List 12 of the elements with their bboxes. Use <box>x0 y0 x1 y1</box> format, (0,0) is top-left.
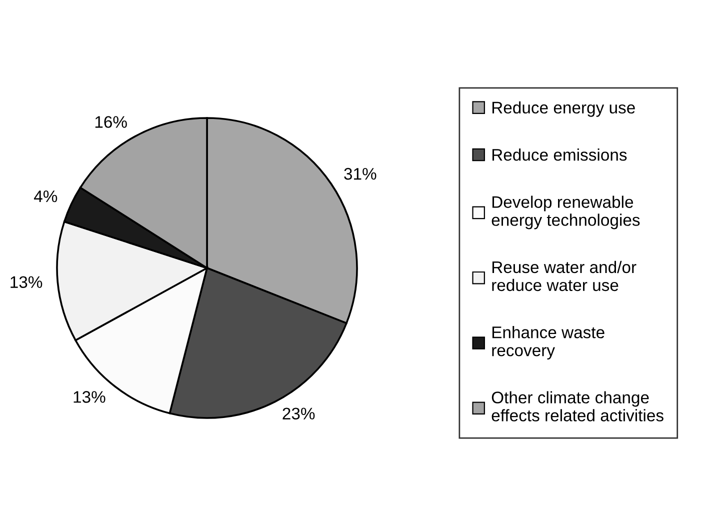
legend-label: Reduce energy use <box>492 101 635 117</box>
legend-label: Other climate change effects related activities <box>492 391 664 422</box>
legend-label: Develop renewable energy technologies <box>492 196 640 230</box>
legend-label: Enhance waste recovery <box>492 326 604 360</box>
legend-label: Reuse water and/or reduce water use <box>492 260 636 292</box>
data-label: 31% <box>344 168 376 180</box>
data-label: 16% <box>95 116 127 128</box>
data-label: 4% <box>34 190 58 202</box>
data-label: 13% <box>10 276 42 288</box>
legend-label: Reduce emissions <box>492 148 627 161</box>
data-label: 13% <box>74 391 106 403</box>
data-label: 23% <box>282 408 315 420</box>
